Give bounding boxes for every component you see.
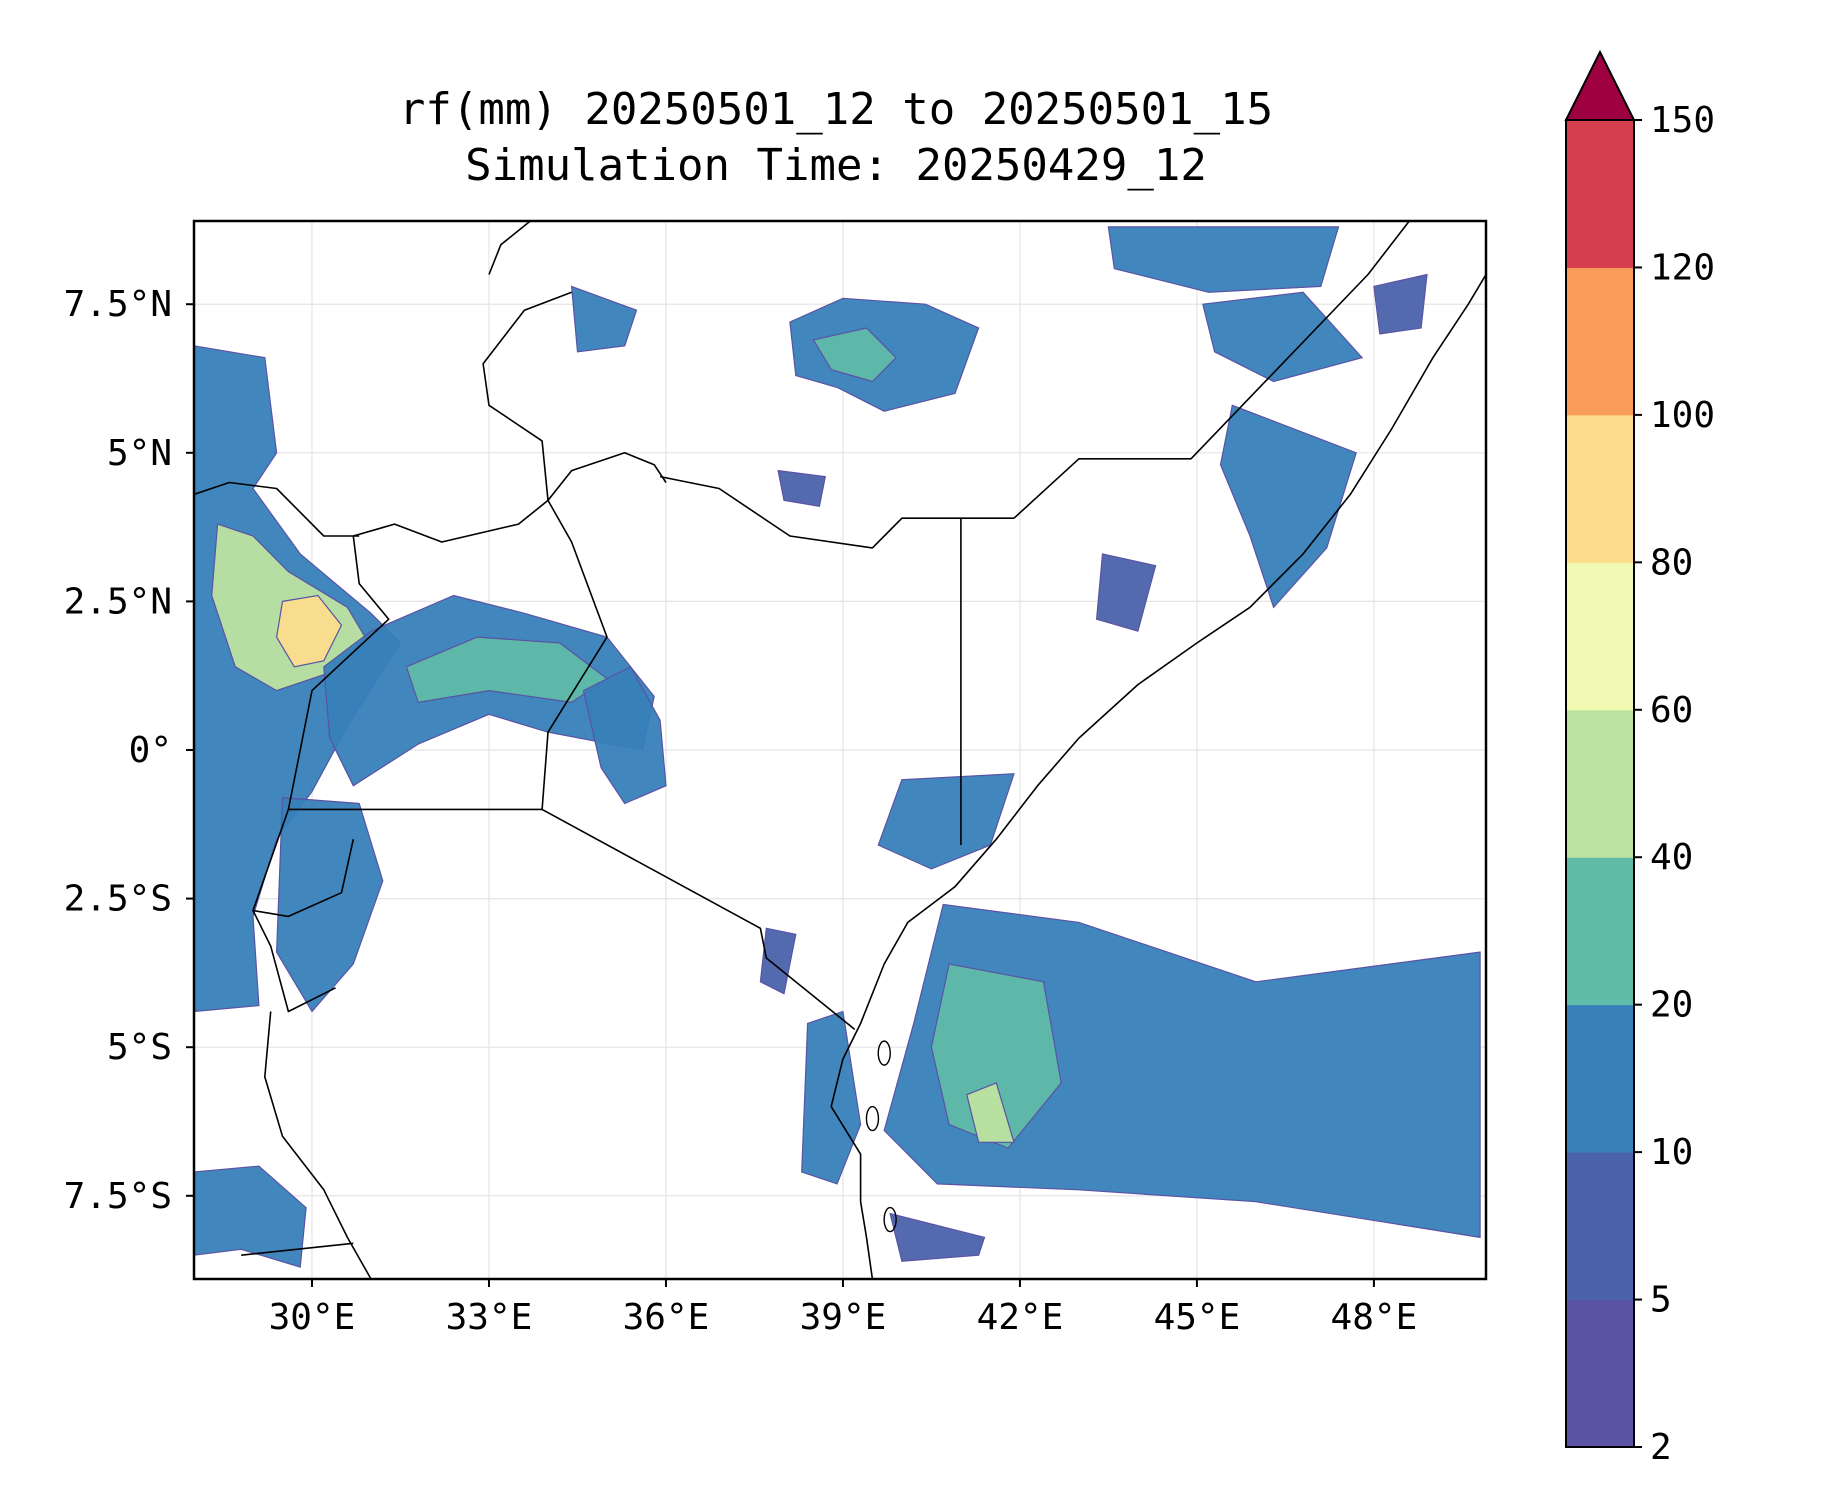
y-tick-label: 2.5°N (64, 581, 172, 622)
country-borders (194, 221, 1486, 1279)
y-tick-label: 7.5°N (64, 284, 172, 325)
colorbar-label: 20 (1650, 985, 1693, 1026)
rain-area-ogaden (1202, 291, 1364, 383)
border-line (252, 809, 355, 918)
rain-area-east-ethiopia-strip (1373, 273, 1428, 335)
rain-area-somalia-central (1219, 404, 1357, 609)
y-tick-label: 5°S (107, 1027, 172, 1068)
colorbar-label: 120 (1650, 247, 1715, 288)
colorbar-segment (1566, 267, 1634, 416)
x-tick-label: 39°E (800, 1297, 887, 1338)
rain-area-uganda-peak (275, 594, 343, 668)
colorbar-segment (1566, 709, 1634, 858)
colorbar-label: 100 (1650, 395, 1715, 436)
colorbar-frame (1565, 119, 1635, 1448)
border-line (241, 1242, 354, 1256)
colorbar-segment (1566, 1004, 1634, 1153)
island-outline (883, 1206, 897, 1233)
colorbar-label: 80 (1650, 542, 1693, 583)
colorbar-label: 5 (1650, 1280, 1672, 1321)
colorbar-segment (1566, 857, 1634, 1006)
x-tick-label: 36°E (623, 1297, 710, 1338)
rain-area-west-kenya-patch (582, 666, 667, 805)
border-line (194, 481, 360, 537)
border-line (960, 517, 1014, 846)
y-tick-label: 2.5°S (64, 879, 172, 920)
x-tick-label: 42°E (977, 1297, 1064, 1338)
rain-area-tanzania-central (759, 927, 797, 995)
colorbar-label: 40 (1650, 837, 1693, 878)
colorbar-label: 150 (1650, 100, 1715, 141)
y-tick-label: 5°N (107, 433, 172, 474)
rain-area-somalia-south (1095, 553, 1157, 632)
border-line (659, 475, 961, 549)
rain-area-kenya-coast-north (877, 773, 1015, 870)
x-tick-label: 33°E (446, 1297, 533, 1338)
border-line (353, 499, 549, 543)
x-tick-label: 48°E (1331, 1297, 1418, 1338)
border-line (287, 535, 543, 811)
map-subtitle: Simulation Time: 20250429_12 (465, 140, 1207, 191)
x-tick-label: 30°E (269, 1297, 356, 1338)
colorbar-label: 10 (1650, 1132, 1693, 1173)
y-axis-ticks: 7.5°N 5°N 2.5°N 0° 2.5°S 5°S 7.5°S (64, 284, 194, 1217)
colorbar: 2 5 10 20 40 60 80 100 120 150 (1564, 49, 1715, 1468)
rain-area-indian-ocean-teal (966, 1082, 1015, 1143)
colorbar-segment (1566, 562, 1634, 711)
x-tick-label: 45°E (1154, 1297, 1241, 1338)
border-line (252, 910, 336, 1013)
border-line (547, 451, 667, 501)
rain-area-sw-corner (194, 1165, 307, 1268)
island-outline (877, 1040, 891, 1066)
border-line (830, 221, 1486, 1279)
island-outline (865, 1105, 880, 1132)
colorbar-segment (1566, 1299, 1634, 1448)
rain-area-indian-ocean-core (930, 963, 1062, 1149)
rain-area-rwanda-burundi (275, 796, 384, 1013)
border-line (263, 1011, 372, 1279)
rain-area-ethiopia-south-patch (777, 469, 827, 507)
y-tick-label: 0° (129, 730, 172, 771)
border-line (482, 291, 572, 501)
colorbar-segment (1566, 1152, 1634, 1301)
map-area: 30°E 33°E 36°E 39°E 42°E 45°E 48°E 7.5°N 5°N 2.5… (64, 219, 1488, 1338)
colorbar-label: 60 (1650, 690, 1693, 731)
colorbar-segment (1566, 414, 1634, 563)
rain-area-south-coast (889, 1212, 986, 1262)
y-tick-label: 7.5°S (64, 1176, 172, 1217)
border-line (488, 221, 531, 275)
rain-area-ethiopia-central (570, 285, 638, 353)
colorbar-label: 2 (1650, 1427, 1672, 1468)
map-title: rf(mm) 20250501_12 to 20250501_15 (399, 84, 1273, 135)
rain-area-south-sudan-east-core (812, 327, 897, 383)
border-line (541, 808, 856, 1031)
rain-area-ethiopia-ne (1107, 226, 1340, 293)
x-axis-ticks: 30°E 33°E 36°E 39°E 42°E 45°E 48°E (269, 1279, 1418, 1338)
border-line (541, 500, 608, 810)
rainfall-layer (194, 226, 1481, 1268)
colorbar-segment (1566, 120, 1634, 268)
border-line (1013, 221, 1410, 519)
